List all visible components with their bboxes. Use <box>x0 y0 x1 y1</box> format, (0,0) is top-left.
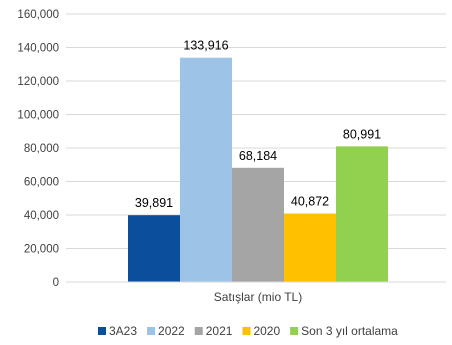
y-tick-label: 60,000 <box>24 177 59 189</box>
data-labels: 39,891 133,916 68,184 40,872 80,991 <box>135 39 381 210</box>
legend-label: Son 3 yıl ortalama <box>301 324 398 338</box>
y-tick-label: 80,000 <box>24 143 59 155</box>
y-tick-label: 20,000 <box>24 244 59 256</box>
bar-2021 <box>232 167 284 282</box>
bar-2022 <box>180 57 232 282</box>
y-tick-label: 140,000 <box>17 43 59 55</box>
y-tick-label: 120,000 <box>17 76 59 88</box>
y-tick-label: 40,000 <box>24 210 59 222</box>
data-label: 68,184 <box>239 149 277 163</box>
legend-swatch <box>147 327 156 335</box>
category-label: Satışlar (mio TL) <box>214 290 302 304</box>
legend-swatch <box>194 327 203 335</box>
legend-label: 2022 <box>158 324 185 338</box>
legend-swatch <box>290 327 299 335</box>
legend: 3A23 2022 2021 2020 Son 3 yıl ortalama <box>98 324 398 338</box>
legend-label: 2020 <box>253 324 280 338</box>
bars <box>128 57 388 282</box>
y-axis-tick-labels: 0 20,000 40,000 60,000 80,000 100,000 120,000 1… <box>17 9 59 289</box>
legend-swatch <box>242 327 251 335</box>
bar-son-3-y-l-ortalama <box>336 146 388 282</box>
legend-label: 2021 <box>206 324 233 338</box>
data-label: 133,916 <box>183 39 228 53</box>
bar-2020 <box>284 213 336 282</box>
data-label: 80,991 <box>343 127 381 141</box>
y-tick-label: 160,000 <box>17 9 59 21</box>
legend-label: 3A23 <box>109 324 137 338</box>
data-label: 39,891 <box>135 196 173 210</box>
y-tick-label: 0 <box>53 277 59 289</box>
bar-3a23 <box>128 215 180 282</box>
data-label: 40,872 <box>291 195 329 209</box>
legend-swatch <box>98 327 106 335</box>
y-tick-label: 100,000 <box>17 110 59 122</box>
